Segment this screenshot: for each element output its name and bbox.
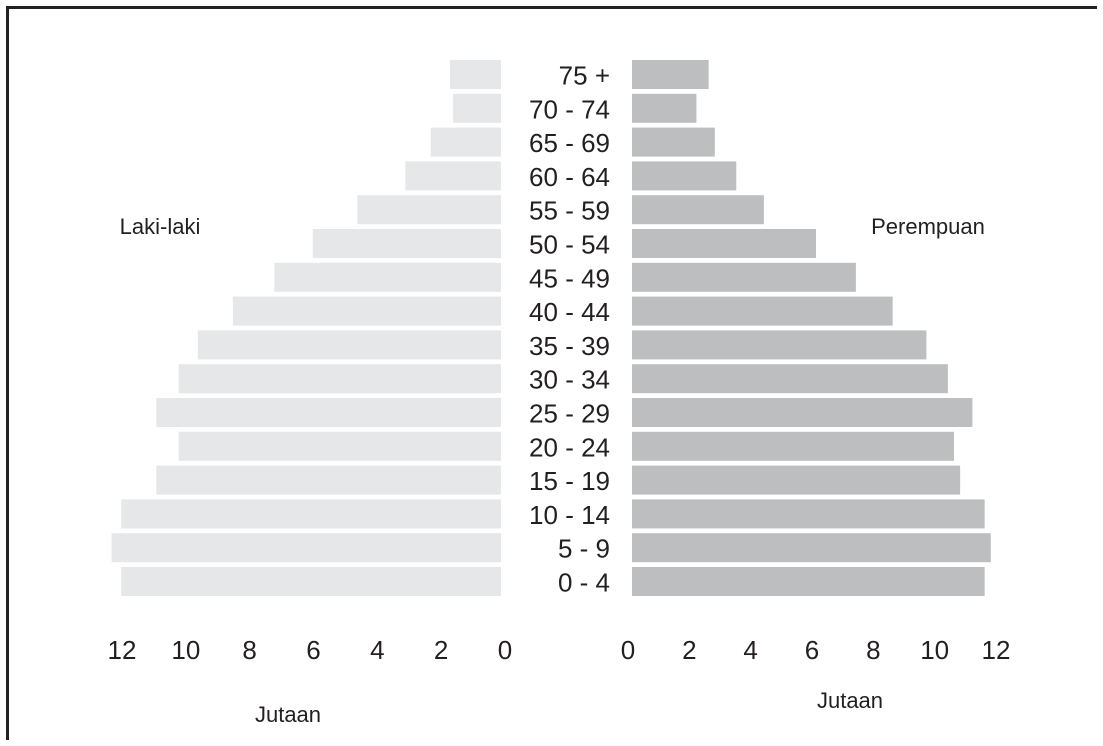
male-bar-5-9 xyxy=(111,533,501,563)
age-label-25-29: 25 - 29 xyxy=(529,399,610,429)
left-axis-unit-label: Jutaan xyxy=(255,702,321,727)
female-bar-65-69 xyxy=(632,127,715,157)
right-tick-10: 10 xyxy=(920,635,949,665)
female-bar-5-9 xyxy=(632,533,991,563)
age-label-35-39: 35 - 39 xyxy=(529,331,610,361)
age-label-20-24: 20 - 24 xyxy=(529,432,610,462)
left-tick-0: 0 xyxy=(498,635,512,665)
female-bar-55-59 xyxy=(632,195,764,225)
right-tick-2: 2 xyxy=(682,635,696,665)
left-tick-10: 10 xyxy=(171,635,200,665)
right-tick-12: 12 xyxy=(982,635,1011,665)
age-label-30-34: 30 - 34 xyxy=(529,365,610,395)
age-label-60-64: 60 - 64 xyxy=(529,162,610,192)
male-bars xyxy=(111,60,502,596)
age-label-15-19: 15 - 19 xyxy=(529,466,610,496)
age-label-0-4: 0 - 4 xyxy=(558,568,610,598)
female-bar-20-24 xyxy=(632,431,954,461)
male-bar-30-34 xyxy=(178,364,501,394)
male-bar-25-29 xyxy=(156,398,502,427)
female-bar-50-54 xyxy=(632,229,816,258)
female-bar-15-19 xyxy=(632,465,961,495)
male-bar-65-69 xyxy=(430,127,501,157)
female-bar-60-64 xyxy=(632,161,737,191)
female-series-label: Perempuan xyxy=(871,214,985,239)
age-label-40-44: 40 - 44 xyxy=(529,297,610,327)
age-label-5-9: 5 - 9 xyxy=(558,534,610,564)
female-bar-30-34 xyxy=(632,364,948,394)
male-bar-55-59 xyxy=(357,195,501,225)
right-tick-8: 8 xyxy=(866,635,880,665)
left-tick-12: 12 xyxy=(108,635,137,665)
male-bar-50-54 xyxy=(312,229,501,258)
age-label-10-14: 10 - 14 xyxy=(529,500,610,530)
male-bar-40-44 xyxy=(232,296,501,326)
female-bar-35-39 xyxy=(632,330,927,360)
left-tick-8: 8 xyxy=(242,635,256,665)
male-bar-75 xyxy=(449,60,501,89)
age-label-55-59: 55 - 59 xyxy=(529,196,610,226)
left-tick-4: 4 xyxy=(370,635,384,665)
age-label-75: 75 + xyxy=(559,61,610,91)
right-tick-4: 4 xyxy=(743,635,757,665)
right-axis-unit-label: Jutaan xyxy=(817,688,883,713)
male-bar-0-4 xyxy=(121,567,502,596)
female-bar-0-4 xyxy=(632,567,985,596)
age-label-50-54: 50 - 54 xyxy=(529,230,610,260)
right-axis-ticks: 0 2 4 6 8 10 12 xyxy=(621,635,1011,665)
left-tick-6: 6 xyxy=(306,635,320,665)
male-bar-10-14 xyxy=(121,499,502,529)
female-bar-10-14 xyxy=(632,499,985,529)
female-bars xyxy=(632,60,991,596)
female-bar-25-29 xyxy=(632,398,973,427)
female-bar-70-74 xyxy=(632,93,697,123)
right-tick-6: 6 xyxy=(805,635,819,665)
female-bar-75 xyxy=(632,60,709,89)
male-bar-15-19 xyxy=(156,465,502,495)
left-axis-ticks: 12 10 8 6 4 2 0 xyxy=(108,635,513,665)
age-label-45-49: 45 - 49 xyxy=(529,263,610,293)
male-bar-60-64 xyxy=(405,161,501,191)
right-tick-0: 0 xyxy=(621,635,635,665)
male-series-label: Laki-laki xyxy=(120,214,201,239)
female-bar-40-44 xyxy=(632,296,893,326)
male-bar-70-74 xyxy=(453,93,501,123)
male-bar-45-49 xyxy=(274,262,501,292)
male-bar-20-24 xyxy=(178,431,501,461)
female-bar-45-49 xyxy=(632,262,856,292)
left-tick-2: 2 xyxy=(434,635,448,665)
age-label-65-69: 65 - 69 xyxy=(529,128,610,158)
age-label-70-74: 70 - 74 xyxy=(529,94,610,124)
male-bar-35-39 xyxy=(197,330,501,360)
